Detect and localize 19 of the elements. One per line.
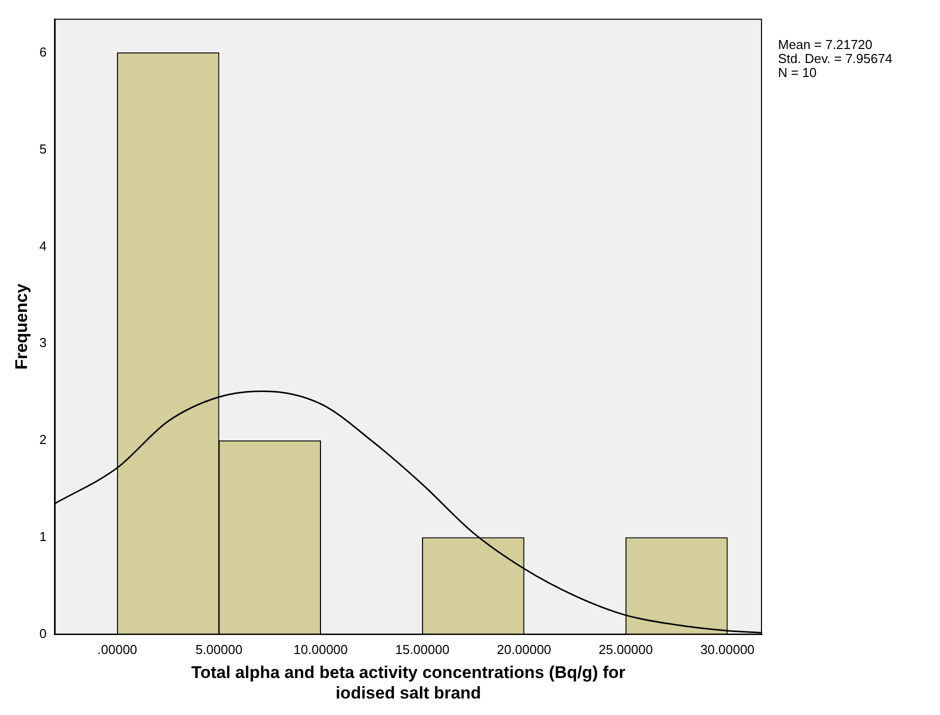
- x-tick-label: 15.00000: [395, 642, 450, 657]
- y-tick-label: 6: [39, 44, 47, 60]
- x-tick-label: 25.00000: [598, 642, 653, 657]
- text: Std. Dev. = 7.95674: [778, 51, 892, 66]
- x-tick-label: .00000: [97, 642, 138, 657]
- x-tick-label: 10.00000: [294, 642, 348, 657]
- x-axis-title: Total alpha and beta activity concentrations (Bq/g) for iodised salt brand: [191, 663, 626, 702]
- y-axis-title: Frequency: [12, 283, 31, 370]
- x-tick-label: 30.00000: [700, 642, 755, 657]
- y-tick-label: 1: [39, 529, 47, 544]
- y-tick-label: 2: [39, 432, 47, 448]
- text: Mean = 7.21720: [778, 37, 874, 52]
- x-tick-label: 5.00000: [195, 642, 242, 657]
- y-tick-label: 0: [39, 626, 47, 642]
- y-tick-label: 3: [39, 335, 47, 350]
- y-tick-label: 4: [39, 238, 47, 254]
- y-tick-label: 5: [39, 141, 47, 156]
- text: N = 10: [778, 65, 818, 80]
- x-tick-label: 20.00000: [496, 642, 552, 657]
